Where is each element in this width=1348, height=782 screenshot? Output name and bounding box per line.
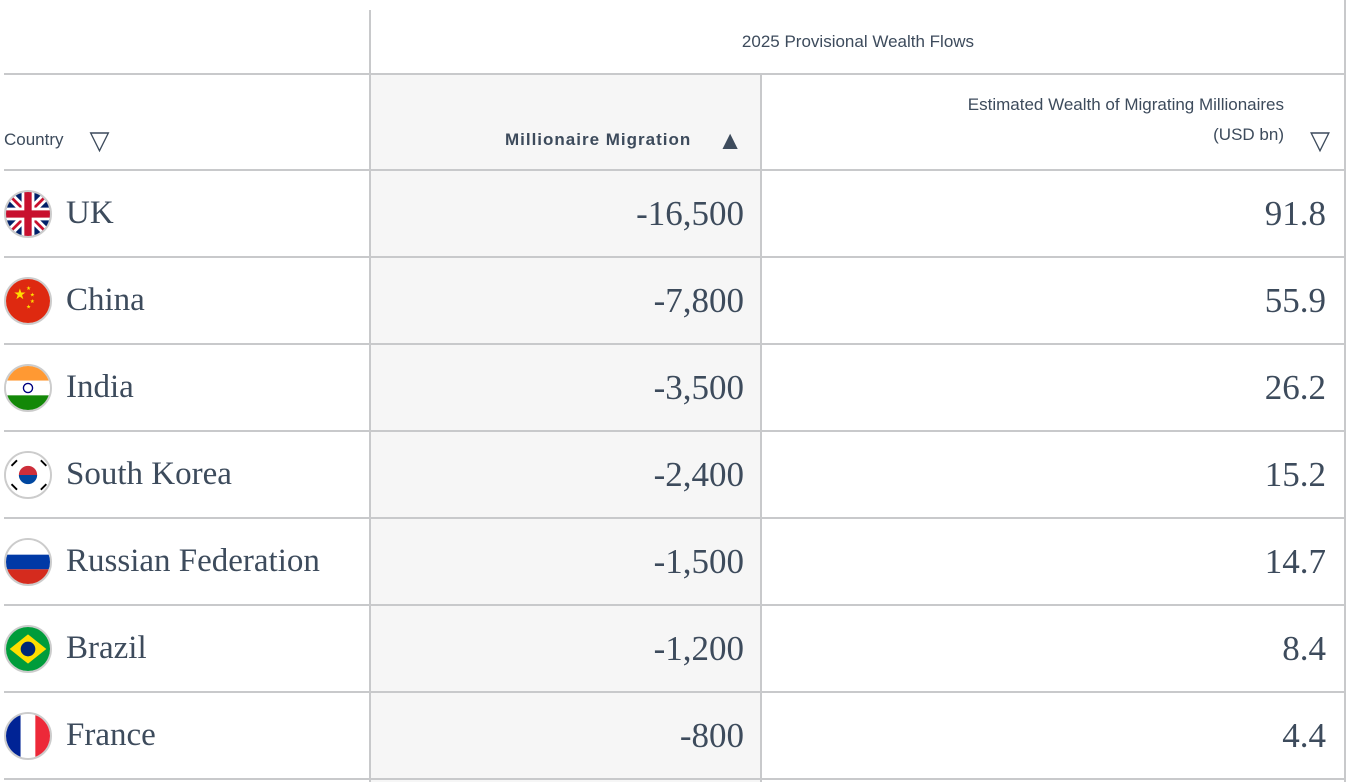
table-row[interactable]: ★ ★ ★ ★ ★ China -7,800 55.9	[4, 257, 1346, 345]
divider	[4, 517, 1346, 519]
column-label: Estimated Wealth of Migrating Millionair…	[967, 95, 1284, 114]
table-row[interactable]: Russian Federation -1,500 14.7	[4, 518, 1346, 606]
wealth-cell: 4.4	[1282, 715, 1326, 755]
divider	[4, 73, 1346, 75]
country-cell: ★ ★ ★ ★ ★ China	[4, 257, 145, 344]
svg-text:★: ★	[26, 285, 31, 292]
divider	[4, 691, 1346, 693]
migration-cell: -1,500	[653, 541, 744, 581]
divider	[4, 256, 1346, 258]
column-header-wealth[interactable]: Estimated Wealth of Migrating Millionair…	[762, 76, 1330, 170]
svg-text:★: ★	[13, 287, 26, 303]
flag-china-icon: ★ ★★★★	[4, 276, 52, 325]
country-name: Brazil	[66, 630, 147, 666]
divider	[1344, 0, 1346, 782]
svg-text:★: ★	[30, 291, 35, 298]
divider	[760, 74, 762, 782]
flag-brazil-icon	[4, 624, 52, 673]
flag-russia-icon	[4, 537, 52, 586]
sorted-column-highlight	[370, 74, 761, 782]
country-cell: India	[4, 344, 134, 431]
country-cell: France	[4, 692, 156, 779]
country-cell: Brazil	[4, 605, 147, 692]
wealth-cell: 55.9	[1264, 280, 1326, 320]
flag-india-icon	[4, 363, 52, 412]
migration-cell: -800	[679, 715, 744, 755]
table-row[interactable]: India -3,500 26.2	[4, 344, 1346, 432]
migration-cell: -3,500	[653, 367, 744, 407]
table-row[interactable]: Brazil -1,200 8.4	[4, 605, 1346, 693]
divider	[4, 430, 1346, 432]
wealth-cell: 91.8	[1264, 193, 1326, 233]
flag-uk-icon	[4, 189, 52, 238]
country-cell: UK	[4, 170, 114, 257]
svg-text:★: ★	[26, 303, 31, 310]
divider	[4, 778, 1346, 780]
column-label: Millionaire Migration	[504, 130, 692, 149]
wealth-cell: 8.4	[1282, 628, 1326, 668]
country-name: South Korea	[66, 456, 232, 492]
flag-south-korea-icon	[4, 450, 52, 499]
divider	[4, 343, 1346, 345]
country-name: India	[66, 369, 134, 405]
country-cell: Russian Federation	[4, 518, 320, 605]
sort-down-outline-icon[interactable]: ▽	[1310, 125, 1330, 155]
country-name: Russian Federation	[66, 543, 320, 579]
country-cell: South Korea	[4, 431, 232, 518]
column-unit: (USD bn)	[1213, 125, 1284, 144]
sort-down-outline-icon[interactable]: ▽	[89, 125, 110, 155]
migration-cell: -1,200	[653, 628, 744, 668]
table-row[interactable]: France -800 4.4	[4, 692, 1346, 780]
divider	[4, 604, 1346, 606]
column-label: Country	[4, 130, 64, 149]
country-name: France	[66, 717, 156, 753]
flag-france-icon	[4, 711, 52, 760]
migration-cell: -7,800	[653, 280, 744, 320]
country-name: UK	[66, 195, 114, 231]
column-header-migration[interactable]: Millionaire Migration ▲	[370, 76, 744, 170]
divider	[4, 169, 1346, 171]
wealth-cell: 26.2	[1264, 367, 1326, 407]
migration-cell: -16,500	[636, 193, 744, 233]
wealth-cell: 15.2	[1264, 454, 1326, 494]
group-header: 2025 Provisional Wealth Flows	[741, 32, 975, 51]
migration-cell: -2,400	[653, 454, 744, 494]
table-row[interactable]: South Korea -2,400 15.2	[4, 431, 1346, 519]
column-header-country[interactable]: Country ▽	[4, 76, 364, 170]
sort-up-filled-icon[interactable]: ▲	[717, 125, 744, 155]
table-row[interactable]: UK -16,500 91.8	[4, 170, 1346, 258]
wealth-cell: 14.7	[1264, 541, 1326, 581]
divider	[369, 10, 371, 782]
svg-text:★: ★	[30, 297, 35, 304]
country-name: China	[66, 282, 145, 318]
